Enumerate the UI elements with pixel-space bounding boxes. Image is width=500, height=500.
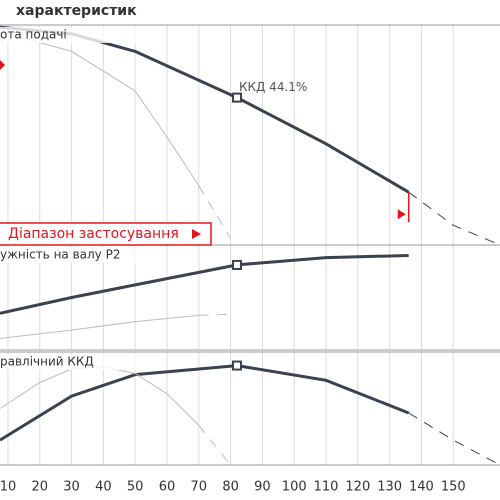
x-tick-label: 60 <box>159 480 176 495</box>
operating-point <box>231 92 242 103</box>
panel-label: ота подачі <box>0 28 67 42</box>
x-tick-label: 30 <box>63 480 80 495</box>
x-tick-label: 40 <box>95 480 112 495</box>
x-tick-label: 50 <box>127 480 144 495</box>
x-tick-label: 110 <box>314 480 339 495</box>
panel-label: ужність на валу P2 <box>0 248 120 262</box>
range-label-arrow <box>192 229 201 239</box>
operating-point <box>231 360 242 371</box>
range-label: Діапазон застосування <box>8 226 179 242</box>
x-tick-label: 140 <box>409 480 434 495</box>
label-bg <box>0 354 150 370</box>
label-bg <box>0 247 150 263</box>
curve <box>0 25 410 194</box>
x-tick-label: 130 <box>377 480 402 495</box>
curve <box>198 313 231 316</box>
curve <box>0 254 409 315</box>
curve <box>0 364 410 442</box>
x-tick-label: 120 <box>345 480 370 495</box>
label-bg <box>0 27 150 43</box>
range-end-marker <box>397 209 406 220</box>
curve <box>408 191 500 246</box>
x-tick-label: 20 <box>31 480 48 495</box>
x-tick-label: 90 <box>254 480 271 495</box>
operating-point <box>231 259 242 270</box>
curve <box>198 425 231 466</box>
efficiency-label: ККД 44.1% <box>239 80 307 94</box>
x-tick-label: 70 <box>191 480 208 495</box>
x-tick-label: 100 <box>282 480 307 495</box>
chart-title: характеристик <box>16 3 137 19</box>
curve <box>408 412 500 466</box>
range-box <box>0 222 212 246</box>
x-tick-label: 150 <box>441 480 466 495</box>
x-tick-label: 10 <box>0 480 16 495</box>
curve <box>0 31 200 186</box>
curve <box>0 314 199 339</box>
curve <box>0 366 200 426</box>
x-tick-label: 80 <box>222 480 239 495</box>
panel-label: равлічний ККД <box>0 355 94 369</box>
range-start-marker <box>0 60 5 70</box>
